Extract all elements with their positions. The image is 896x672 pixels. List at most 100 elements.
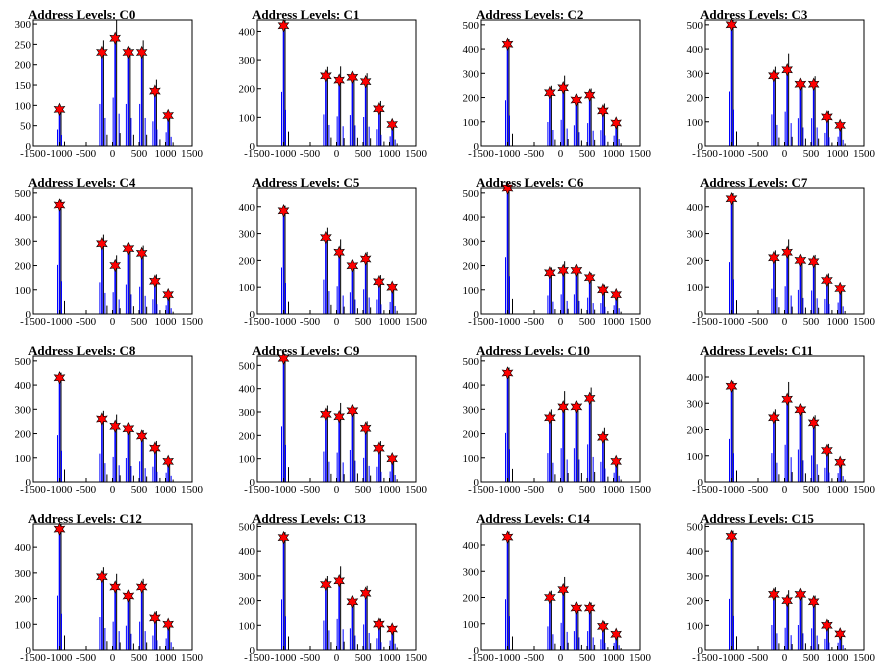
histogram-peak [797,81,806,146]
peak-marker [781,62,793,77]
y-tick-label: 500 [687,521,704,533]
y-tick-label: 150 [15,80,32,92]
peak-marker [597,283,609,297]
peak-marker [122,241,135,256]
x-tick-label: 0 [558,148,564,160]
y-tick-label: 500 [463,356,480,368]
histogram-peak [99,40,108,146]
histogram-peak [99,234,108,314]
peak-marker [821,273,833,288]
x-tick-label: 1500 [629,484,652,496]
peak-marker [597,430,609,444]
x-tick-label: -1500 [468,148,494,160]
x-tick-label: 0 [334,148,340,160]
peak-marker [109,419,121,434]
histogram-peak [281,20,289,146]
y-tick-label: 400 [239,384,256,396]
x-tick-label: -500 [76,652,97,664]
x-tick-label: 1500 [853,316,876,328]
y-tick-label: 200 [15,429,32,441]
histogram-plot: 0 100 200 300 400 -1500 -1000 -500 0 500 1000 1500 [463,523,652,664]
peak-marker [135,45,148,60]
y-tick-label: 400 [239,546,256,558]
chart-title: Address Levels: C15 [700,511,814,526]
histogram-peak [281,356,289,482]
peak-marker [834,627,846,641]
histogram-peak [125,426,134,482]
peak-marker [834,455,846,470]
x-tick-label: 1000 [379,148,402,160]
y-tick-label: 100 [15,619,32,631]
peak-marker [109,31,121,46]
x-tick-label: -500 [524,148,545,160]
histogram-peak [573,268,582,314]
y-tick-label: 400 [687,44,704,56]
x-tick-label: 1500 [405,316,428,328]
x-tick-label: -1000 [271,652,297,664]
peak-marker [162,287,174,302]
peak-marker [373,617,385,631]
histogram-peak [349,73,358,146]
histogram-peak [729,20,737,146]
peak-marker [807,595,820,609]
x-tick-label: 0 [558,484,564,496]
histogram-peak [811,76,820,146]
x-tick-label: 1000 [155,652,178,664]
histogram-panel: 0 100 200 300 400 500 -1500 -1000 -500 0 500 1000 15… [0,168,224,336]
histogram-peak [139,40,148,146]
x-tick-label: -1500 [244,652,270,664]
x-tick-label: 1500 [629,316,652,328]
peak-marker [821,110,833,124]
x-tick-label: -1500 [468,316,494,328]
y-tick-label: 200 [239,430,256,442]
y-tick-label: 400 [463,212,480,224]
peak-marker [725,529,738,544]
x-tick-label: 1000 [827,316,850,328]
histogram-peak [547,590,556,650]
histogram-plot: 0 100 200 300 400 -1500 -1000 -500 0 500 1000 1500 [239,187,428,328]
y-tick-label: 200 [15,60,32,72]
x-tick-label: -1500 [244,316,270,328]
x-tick-label: -1500 [20,316,46,328]
peak-marker [53,371,66,385]
y-tick-label: 100 [15,285,32,297]
x-tick-label: -1500 [20,484,46,496]
histogram-plot: 0 100 200 300 400 500 -1500 -1000 -500 0 500 1000 15… [239,351,428,496]
histogram-peak [139,578,148,650]
peak-marker [96,45,108,60]
y-tick-label: 300 [15,404,32,416]
peak-marker [122,45,135,60]
histogram-peak [573,605,582,650]
x-tick-label: -500 [300,484,321,496]
y-tick-label: 0 [698,309,704,321]
peak-marker [768,68,780,83]
histogram-peak [323,66,332,146]
x-tick-label: -500 [76,148,97,160]
peak-marker [610,454,622,469]
peak-marker [583,391,596,406]
x-tick-label: 1000 [155,148,178,160]
y-tick-label: 300 [463,404,480,416]
x-tick-label: -1500 [468,484,494,496]
y-tick-label: 0 [26,309,32,321]
y-tick-label: 200 [687,425,704,437]
y-tick-label: 100 [463,285,480,297]
y-tick-label: 100 [15,453,32,465]
histogram-peak [797,591,806,650]
x-tick-label: -1000 [47,652,73,664]
peak-marker [320,577,332,592]
histogram-peak [729,530,737,650]
x-tick-label: 1500 [853,652,876,664]
x-tick-label: 1000 [603,316,626,328]
histogram-peak [771,66,780,146]
x-tick-label: -500 [300,316,321,328]
histogram-peak [57,199,65,314]
x-tick-label: 500 [355,652,372,664]
peak-marker [807,254,820,269]
peak-marker [501,181,514,195]
peak-marker [320,230,332,245]
x-tick-label: 1000 [603,652,626,664]
peak-marker [768,410,780,425]
x-tick-label: 1500 [629,148,652,160]
y-tick-label: 0 [474,141,480,153]
